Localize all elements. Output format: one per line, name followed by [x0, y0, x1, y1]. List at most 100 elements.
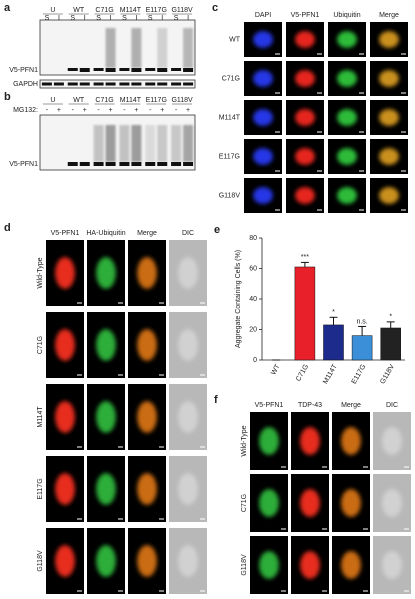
column-label: V5-PFN1: [255, 402, 284, 409]
band: [157, 162, 168, 166]
band: [145, 162, 156, 166]
significance: ***: [301, 254, 309, 261]
band: [183, 162, 194, 166]
smear: [183, 28, 194, 68]
gapdh-band: [41, 82, 52, 86]
cell: [337, 70, 357, 87]
row-label: G118V: [37, 550, 44, 572]
cell: [55, 257, 75, 289]
gapdh-band: [119, 82, 130, 86]
row-label: E117G: [37, 478, 44, 499]
row-label: Wild-Type: [241, 425, 248, 456]
gapdh-band: [157, 82, 168, 86]
cell: [379, 187, 399, 204]
fraction-label: I: [110, 15, 112, 22]
cell: [253, 70, 273, 87]
gapdh-band: [183, 82, 194, 86]
lane-label: M114T: [120, 97, 142, 104]
band: [93, 162, 104, 166]
bar: [323, 324, 344, 361]
cell: [382, 427, 402, 455]
row-label: C71G: [222, 75, 240, 82]
smear: [93, 125, 104, 162]
condition-label: +: [57, 107, 61, 114]
y-tick-label: 20: [249, 326, 257, 333]
column-label: DIC: [386, 402, 398, 409]
smear: [131, 28, 142, 68]
smear: [119, 125, 130, 162]
smear: [105, 28, 116, 68]
fraction-label: I: [161, 15, 163, 22]
band: [119, 162, 130, 166]
band: [171, 162, 182, 166]
cell: [137, 473, 157, 505]
smear: [105, 125, 116, 162]
cell: [253, 109, 273, 126]
cell: [55, 329, 75, 361]
column-label: Merge: [341, 402, 361, 409]
blot-gapdh: [39, 79, 196, 89]
band-label: GAPDH: [13, 81, 38, 88]
cell: [137, 545, 157, 577]
lane-label: C71G: [95, 7, 113, 14]
cell: [341, 427, 361, 455]
cell: [55, 473, 75, 505]
cell: [382, 489, 402, 517]
cell: [96, 473, 116, 505]
cell: [379, 70, 399, 87]
lane-label: E117G: [146, 7, 167, 14]
fraction-label: I: [58, 15, 60, 22]
panel-label: d: [4, 222, 11, 234]
gapdh-band: [131, 82, 142, 86]
condition-label: +: [134, 107, 138, 114]
cell: [295, 187, 315, 204]
significance: *: [389, 314, 392, 321]
row-label: Wild-Type: [37, 257, 44, 288]
gapdh-band: [105, 82, 116, 86]
row-label: G118V: [241, 554, 248, 576]
band: [67, 68, 78, 71]
smear: [145, 125, 156, 162]
fraction-label: S: [70, 15, 75, 22]
cell: [259, 427, 279, 455]
gapdh-band: [93, 82, 104, 86]
lane-label: E117G: [146, 97, 167, 104]
band: [145, 68, 156, 71]
band: [79, 162, 90, 166]
cell: [379, 109, 399, 126]
cell: [379, 148, 399, 165]
smear: [171, 125, 182, 162]
lane-label: WT: [73, 97, 85, 104]
cell: [337, 109, 357, 126]
band-label: V5-PFN1: [9, 161, 38, 168]
fraction-label: S: [148, 15, 153, 22]
gapdh-band: [79, 82, 90, 86]
x-tick-label: E117G: [351, 363, 368, 385]
cell: [178, 401, 198, 433]
row-label: M114T: [37, 406, 44, 428]
cell: [137, 401, 157, 433]
bar: [351, 335, 373, 361]
cell: [178, 257, 198, 289]
bar: [380, 327, 401, 361]
cell: [259, 489, 279, 517]
row-label: C71G: [37, 336, 44, 354]
y-axis-title: Aggregate Containing Cells (%): [235, 250, 242, 348]
band: [131, 162, 142, 166]
band: [183, 68, 194, 72]
x-tick-label: M114T: [322, 363, 339, 386]
y-tick-label: 40: [249, 296, 257, 303]
fraction-label: S: [96, 15, 101, 22]
fraction-label: S: [122, 15, 127, 22]
cell: [341, 489, 361, 517]
gapdh-band: [171, 82, 182, 86]
panel-label: f: [214, 394, 218, 406]
condition-label: -: [72, 107, 75, 114]
cell: [259, 551, 279, 579]
x-tick-label: WT: [270, 363, 282, 377]
lane-label: U: [50, 7, 55, 14]
smear: [131, 125, 142, 162]
condition-label: -: [123, 107, 126, 114]
cell: [253, 187, 273, 204]
band: [79, 68, 90, 72]
